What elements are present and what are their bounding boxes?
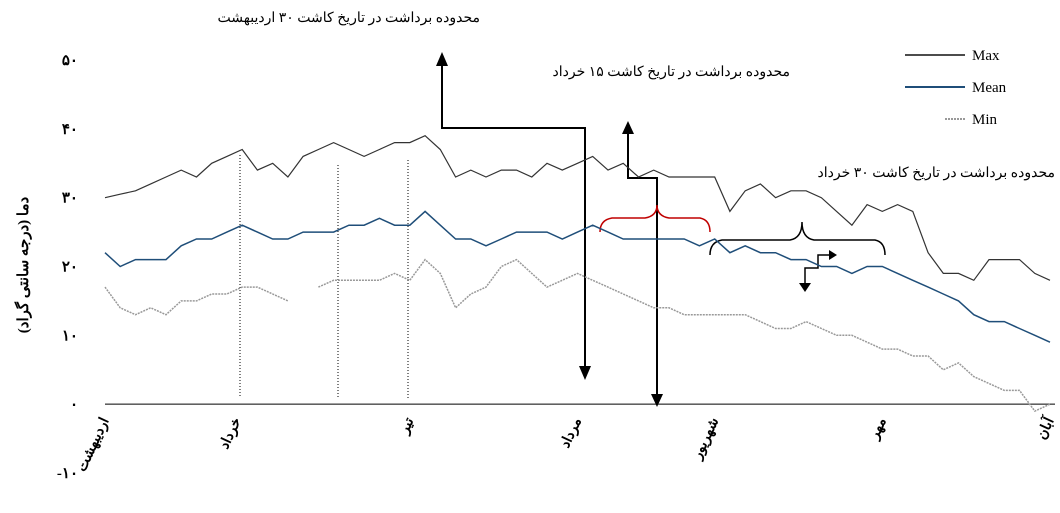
legend-label: Max — [972, 48, 1000, 64]
arrow — [627, 130, 658, 398]
x-tick-label: تیر — [397, 415, 418, 437]
annotation: محدوده برداشت در تاریخ کاشت ۱۵ خرداد — [553, 65, 791, 80]
arrowhead — [622, 121, 634, 134]
x-tick-label: شهریور — [690, 416, 723, 463]
legend-label: Mean — [972, 80, 1007, 96]
legend-label: Min — [972, 112, 998, 128]
series-line — [104, 134, 1051, 282]
arrowhead — [436, 52, 448, 66]
series-line — [318, 258, 1051, 413]
dotted-markers — [239, 155, 409, 398]
y-tick-label: ۱۰ — [62, 328, 78, 344]
y-tick-label: ۰ — [70, 397, 78, 413]
arrowhead — [799, 283, 811, 292]
annotation: محدوده برداشت در تاریخ کاشت ۳۰ خرداد — [818, 166, 1056, 181]
annotation: محدوده برداشت در تاریخ کاشت ۳۰ اردیبهشت — [218, 11, 480, 26]
bracket — [599, 204, 711, 233]
y-axis-label: دما (درجه سانتی گراد) — [14, 196, 32, 333]
arrow — [441, 60, 586, 370]
series-line — [104, 286, 289, 316]
x-tick-label: مهر — [867, 416, 890, 443]
arrowhead — [829, 250, 837, 260]
arrow — [804, 254, 832, 285]
x-tick-label: اردیبهشت — [75, 416, 113, 475]
x-tick-label: آبان — [1032, 413, 1058, 442]
x-tick-label: خرداد — [217, 416, 244, 452]
arrowhead — [579, 366, 591, 380]
arrowheads — [436, 52, 837, 407]
y-tick-label: -۱۰ — [57, 466, 78, 482]
annotation-arrows — [441, 60, 886, 398]
y-tick-label: ۴۰ — [62, 122, 78, 138]
series-line — [104, 210, 1051, 343]
x-tick-label: مرداد — [558, 416, 585, 451]
y-tick-label: ۵۰ — [62, 53, 78, 69]
y-tick-label: ۲۰ — [62, 260, 78, 276]
y-tick-label: ۳۰ — [62, 191, 78, 207]
arrowhead — [651, 394, 663, 407]
